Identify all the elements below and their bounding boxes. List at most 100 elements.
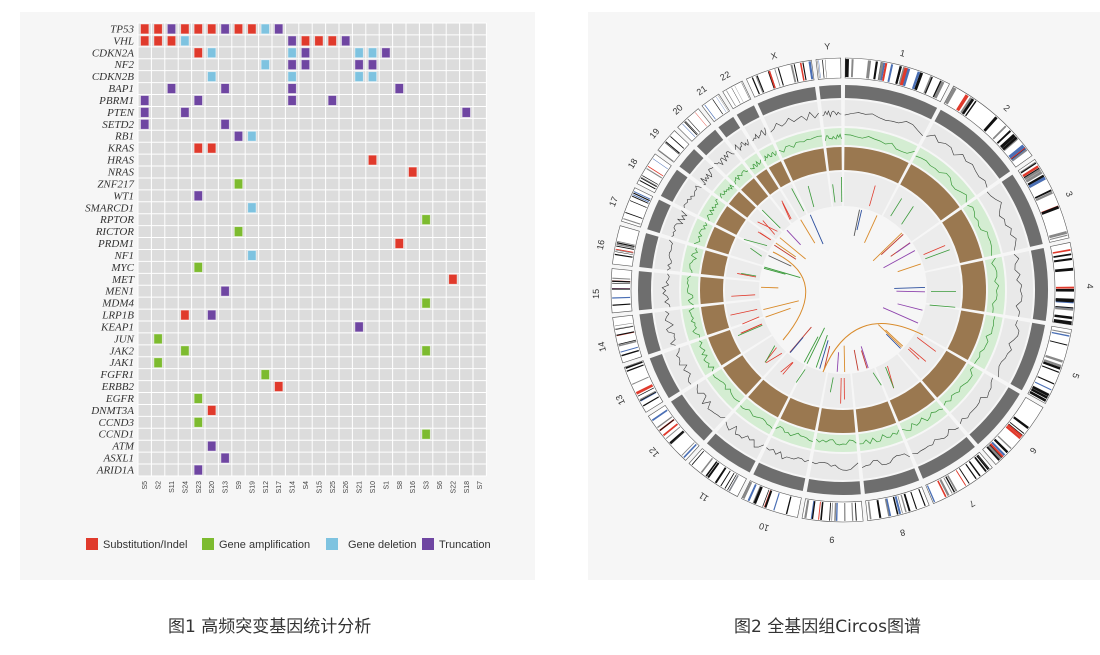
green-ring [858, 424, 904, 452]
alteration-cell-MDM4-S3 [421, 297, 431, 309]
scatter-track-line [696, 384, 726, 418]
cytoband [844, 502, 846, 521]
structural-variant-link [895, 242, 911, 254]
chromosome-label: 9 [829, 535, 834, 545]
alteration-cell-PBRM1-S14 [287, 95, 297, 106]
cytoband [728, 475, 739, 492]
structural-variant-link [774, 244, 797, 260]
density-ring [780, 397, 820, 431]
snv-mark [909, 347, 927, 362]
cytoband [895, 66, 902, 85]
cytoband [939, 478, 950, 497]
structural-variant-link [764, 266, 801, 278]
green-track-line [712, 374, 740, 403]
scatter-ring [744, 118, 772, 150]
chromosome-label: 3 [1064, 190, 1075, 199]
chromosome-label: 8 [899, 527, 906, 538]
density-ring [783, 148, 827, 181]
copy-number-ring [671, 394, 713, 441]
chromosome-label: 12 [647, 445, 661, 459]
cytoband [987, 444, 1002, 460]
green-ring [899, 401, 948, 440]
snv-mark [923, 245, 946, 255]
cytoband [811, 501, 816, 520]
scatter-track-line [664, 310, 676, 346]
cytoband [894, 496, 902, 515]
gene-label: ASXL1 [102, 453, 134, 465]
cytoband [989, 443, 1004, 458]
copy-number-ring [863, 468, 920, 494]
density-ring [889, 381, 936, 422]
scatter-track-line [998, 320, 1020, 378]
cytoband [974, 456, 987, 472]
cytoband [933, 81, 945, 99]
ideogram-chr19 [657, 130, 690, 163]
structural-variant-link [882, 307, 919, 324]
alteration-cell-CDKN2A-S10 [367, 47, 378, 59]
sample-label: S12 [263, 481, 270, 494]
structural-variant-link [775, 242, 796, 258]
cytoband [612, 280, 631, 283]
alteration-cell-PTEN-S24 [180, 107, 190, 118]
cytoband [887, 64, 894, 83]
snv-mark [759, 232, 771, 241]
cytoband [1024, 169, 1041, 181]
alteration-cell-CDKN2A-S21 [354, 47, 364, 59]
cytoband [639, 179, 656, 190]
cytoband [639, 391, 657, 402]
green-ring [758, 144, 780, 167]
snv-ring [851, 367, 887, 408]
density-ring [728, 191, 756, 218]
legend-label: Substitution/Indel [103, 539, 187, 551]
cytoband [617, 240, 635, 246]
scatter-track-line [844, 112, 923, 137]
cytoband [924, 76, 933, 94]
sample-label: S2 [156, 481, 163, 490]
cytoband [712, 99, 724, 115]
snv-mark [761, 209, 781, 229]
ideogram-chr12 [647, 404, 700, 461]
figure-2-caption: 图2 全基因组Circos图谱 [734, 617, 922, 637]
green-track-line [699, 340, 715, 372]
scatter-ring [653, 272, 680, 309]
cytoband [665, 426, 681, 439]
cytoband [914, 72, 924, 91]
density-ring [960, 260, 986, 312]
cytoband [768, 70, 776, 89]
cytoband [831, 502, 833, 521]
chromosome-label: 13 [614, 393, 627, 406]
cytoband [1010, 147, 1026, 160]
gene-label: CCND1 [99, 429, 134, 441]
cytoband [639, 390, 656, 401]
copy-number-ring [679, 149, 704, 175]
structural-variant-link [860, 346, 869, 369]
cytoband [899, 67, 908, 86]
density-ring [701, 304, 730, 335]
cytoband [999, 133, 1016, 149]
alteration-cell-SETD2-S5 [140, 118, 150, 130]
copy-number-ring [647, 199, 671, 234]
green-track-line [719, 184, 735, 199]
structural-variant-link [806, 327, 825, 364]
density-ring [715, 206, 746, 235]
cytoband [1009, 421, 1025, 434]
structural-variant-link [856, 210, 863, 231]
cytoband [993, 438, 1009, 453]
alteration-cell-RB1-S9 [233, 130, 244, 142]
cytoband [741, 82, 750, 99]
density-ring [817, 408, 856, 433]
gene-label: CDKN2B [92, 71, 134, 83]
gene-label: SMARCD1 [85, 202, 134, 214]
copy-number-ring [639, 312, 661, 355]
cytoband [867, 501, 872, 520]
cytoband [1005, 425, 1022, 440]
cytoband [632, 194, 650, 203]
cytoband [704, 104, 716, 120]
ideogram-chr21 [701, 93, 730, 123]
structural-variant-link [765, 307, 791, 318]
structural-variant-link [872, 232, 903, 262]
gene-label: PRDM1 [97, 238, 134, 250]
green-track-line [825, 133, 842, 141]
snv-mark [742, 316, 760, 325]
cytoband [618, 340, 637, 347]
